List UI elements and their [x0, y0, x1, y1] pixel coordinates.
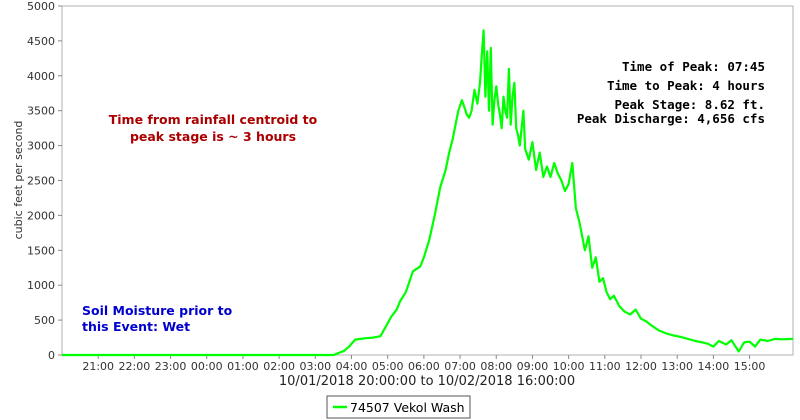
y-tick-label: 1500 [27, 244, 55, 257]
legend-series-label: 74507 Vekol Wash [350, 400, 465, 415]
x-tick-label: 01:00 [227, 360, 259, 373]
peak-stage-text: Peak Stage: 8.62 ft. [614, 97, 765, 112]
y-axis: 0 500 1000 1500 2000 2500 3000 3500 4000 4500 5000 [27, 0, 62, 362]
x-tick-label: 13:00 [661, 360, 693, 373]
x-tick-label: 03:00 [299, 360, 331, 373]
x-axis: 21:00 22:00 23:00 00:00 01:00 02:00 03:00 04:00… [82, 355, 765, 373]
x-tick-label: 07:00 [444, 360, 476, 373]
soil-moisture-line2: this Event: Wet [82, 319, 190, 334]
series-line-74507-vekol-wash [62, 29, 794, 357]
x-tick-label: 10:00 [553, 360, 585, 373]
x-tick-label: 02:00 [263, 360, 295, 373]
centroid-annotation-line2: peak stage is ~ 3 hours [130, 129, 296, 144]
plot-area [61, 5, 794, 356]
x-tick-label: 05:00 [372, 360, 404, 373]
x-tick-label: 23:00 [155, 360, 187, 373]
y-tick-label: 2500 [27, 175, 55, 188]
legend: 74507 Vekol Wash [326, 395, 471, 419]
y-tick-label: 4500 [27, 35, 55, 48]
y-tick-label: 4000 [27, 70, 55, 83]
x-tick-label: 22:00 [119, 360, 151, 373]
x-tick-label: 00:00 [191, 360, 223, 373]
y-tick-label: 2000 [27, 209, 55, 222]
x-tick-label: 09:00 [517, 360, 549, 373]
y-axis-label: cubic feet per second [12, 121, 25, 240]
y-tick-label: 5000 [27, 0, 55, 13]
x-tick-label: 15:00 [734, 360, 766, 373]
soil-moisture-line1: Soil Moisture prior to [82, 303, 233, 318]
x-tick-label: 21:00 [82, 360, 114, 373]
x-tick-label: 12:00 [625, 360, 657, 373]
y-tick-label: 3000 [27, 140, 55, 153]
x-tick-label: 11:00 [589, 360, 621, 373]
legend-box [326, 395, 471, 419]
peak-time-text: Time of Peak: 07:45 [622, 59, 765, 74]
y-tick-label: 0 [48, 349, 55, 362]
x-tick-label: 04:00 [336, 360, 368, 373]
time-to-peak-text: Time to Peak: 4 hours [607, 78, 765, 93]
x-tick-label: 06:00 [408, 360, 440, 373]
x-tick-label: 14:00 [698, 360, 730, 373]
y-tick-label: 500 [34, 314, 55, 327]
x-axis-title: 10/01/2018 20:00:00 to 10/02/2018 16:00:… [279, 374, 575, 389]
y-tick-label: 3500 [27, 105, 55, 118]
peak-discharge-text: Peak Discharge: 4,656 cfs [577, 111, 765, 126]
x-tick-label: 08:00 [480, 360, 512, 373]
y-tick-label: 1000 [27, 279, 55, 292]
centroid-annotation-line1: Time from rainfall centroid to [109, 112, 318, 127]
